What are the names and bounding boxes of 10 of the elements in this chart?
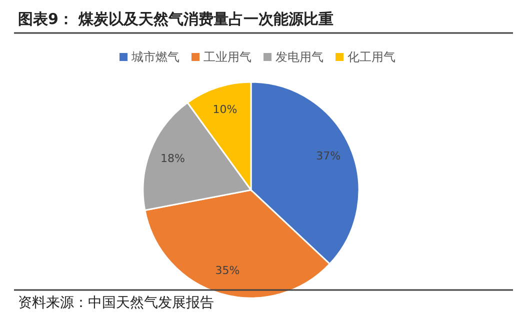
chart-title: 图表9： 煤炭以及天然气消费量占一次能源比重 <box>18 10 334 28</box>
data-label: 10% <box>212 102 238 116</box>
legend-label: 化工用气 <box>348 50 396 64</box>
data-label: 35% <box>215 264 240 277</box>
text: 资料来源：中国天然气发展报告 <box>18 295 214 311</box>
legend-label: 发电用气 <box>276 50 324 64</box>
data-label: 18% <box>160 152 185 166</box>
legend-label: 城市燃气 <box>130 50 180 64</box>
legend-label: 工业用气 <box>204 50 252 64</box>
data-label: 37% <box>316 150 341 163</box>
